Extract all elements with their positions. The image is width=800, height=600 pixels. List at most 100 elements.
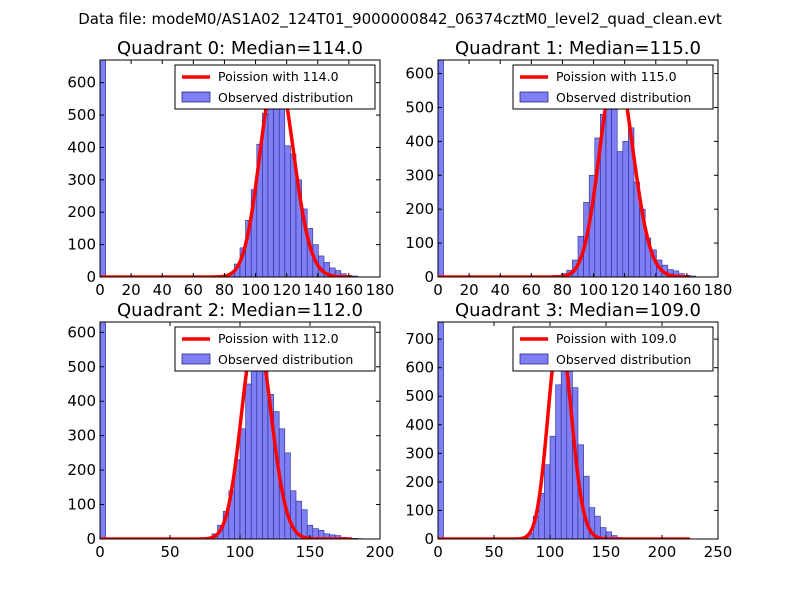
histogram-bar bbox=[438, 60, 444, 277]
x-tick-label: 120 bbox=[610, 281, 639, 299]
x-tick-label: 140 bbox=[641, 281, 670, 299]
panel-title: Quadrant 3: Median=109.0 bbox=[455, 300, 701, 321]
x-tick-label: 160 bbox=[335, 281, 364, 299]
x-tick-label: 200 bbox=[648, 543, 677, 561]
histogram-bar bbox=[616, 151, 624, 277]
histogram-bar bbox=[100, 60, 106, 277]
x-tick-label: 60 bbox=[522, 281, 541, 299]
y-tick-label: 500 bbox=[405, 98, 434, 116]
y-tick-label: 100 bbox=[405, 234, 434, 252]
y-tick-label: 600 bbox=[67, 323, 96, 341]
histogram-bar bbox=[555, 384, 562, 539]
quadrant-3-panel: 0 50 100 150 200 250 0 100 200 300 400 500 600 700 Qua… bbox=[405, 300, 732, 561]
panel-title: Quadrant 2: Median=112.0 bbox=[117, 300, 363, 321]
y-tick-label: 600 bbox=[405, 65, 434, 83]
x-tick-label: 250 bbox=[704, 543, 733, 561]
x-tick-label: 0 bbox=[95, 281, 105, 299]
quadrant-1-panel: 0 20 40 60 80 100 120 140 160 1800100200300400500… bbox=[405, 38, 732, 299]
y-tick-label: 300 bbox=[405, 166, 434, 184]
histogram-bar bbox=[438, 322, 444, 539]
histogram-bar bbox=[611, 100, 618, 277]
legend: Poission with 115.0 Observed distribution bbox=[512, 64, 714, 110]
y-tick-label: 400 bbox=[405, 132, 434, 150]
panel-title: Quadrant 1: Median=115.0 bbox=[455, 38, 701, 59]
histogram-bars bbox=[438, 60, 696, 277]
x-tick-label: 20 bbox=[122, 281, 141, 299]
histogram-bar bbox=[100, 322, 106, 539]
quadrant-2-panel: 0 50 100 150 200 0 100 200 300 400 500 600 Quadrant … bbox=[67, 300, 394, 561]
x-tick-label: 160 bbox=[673, 281, 702, 299]
y-tick-label: 0 bbox=[86, 530, 96, 548]
legend-line-label: Poission with 109.0 bbox=[556, 331, 677, 346]
histogram-bar bbox=[256, 369, 263, 539]
x-tick-label: 40 bbox=[153, 281, 172, 299]
y-tick-label: 400 bbox=[67, 138, 96, 156]
y-tick-label: 300 bbox=[67, 171, 96, 189]
histogram-bar bbox=[250, 359, 258, 539]
y-tick-label: 200 bbox=[67, 461, 96, 479]
axes-frame bbox=[437, 321, 719, 540]
histogram-bar bbox=[245, 383, 252, 539]
x-tick-label: 50 bbox=[160, 543, 179, 561]
x-tick-label: 120 bbox=[272, 281, 301, 299]
y-tick-label: 100 bbox=[405, 501, 434, 519]
y-tick-label: 0 bbox=[86, 268, 96, 286]
legend-bar-swatch bbox=[181, 353, 211, 365]
y-tick-label: 100 bbox=[67, 496, 96, 514]
legend: Poission with 109.0 Observed distribution bbox=[512, 326, 714, 372]
histogram-bar bbox=[284, 145, 291, 277]
x-tick-label: 100 bbox=[579, 281, 608, 299]
x-tick-label: 140 bbox=[303, 281, 332, 299]
legend-bar-swatch bbox=[181, 91, 211, 103]
legend-bar-swatch bbox=[519, 353, 549, 365]
legend-bar-label: Observed distribution bbox=[218, 352, 353, 367]
x-tick-label: 100 bbox=[226, 543, 255, 561]
legend-line-label: Poission with 115.0 bbox=[556, 69, 677, 84]
legend-line-label: Poission with 114.0 bbox=[218, 69, 339, 84]
histogram-bar bbox=[689, 275, 696, 277]
figure-title: Data file: modeM0/AS1A02_124T01_90000008… bbox=[78, 10, 722, 29]
x-tick-label: 150 bbox=[296, 543, 325, 561]
histogram-bar bbox=[239, 428, 246, 539]
x-tick-label: 20 bbox=[460, 281, 479, 299]
x-tick-label: 0 bbox=[433, 281, 443, 299]
legend-line-label: Poission with 112.0 bbox=[218, 331, 339, 346]
x-tick-label: 80 bbox=[553, 281, 572, 299]
histogram-bar bbox=[622, 141, 629, 277]
x-tick-label: 40 bbox=[491, 281, 510, 299]
legend: Poission with 114.0 Observed distribution bbox=[174, 64, 376, 110]
histogram-bar bbox=[301, 509, 308, 539]
histogram-bar bbox=[549, 435, 556, 539]
histogram-bar bbox=[278, 108, 286, 277]
y-tick-label: 200 bbox=[67, 203, 96, 221]
y-tick-label: 0 bbox=[424, 268, 434, 286]
y-tick-label: 0 bbox=[424, 530, 434, 548]
x-tick-label: 0 bbox=[95, 543, 105, 561]
y-tick-label: 700 bbox=[405, 330, 434, 348]
y-tick-label: 600 bbox=[67, 74, 96, 92]
y-tick-label: 400 bbox=[67, 392, 96, 410]
y-tick-label: 100 bbox=[67, 236, 96, 254]
x-tick-label: 100 bbox=[536, 543, 565, 561]
panel-title: Quadrant 0: Median=114.0 bbox=[117, 38, 363, 59]
y-tick-label: 500 bbox=[67, 358, 96, 376]
y-tick-label: 400 bbox=[405, 416, 434, 434]
x-tick-label: 150 bbox=[592, 543, 621, 561]
legend: Poission with 112.0 Observed distribution bbox=[174, 326, 376, 372]
legend-bar-label: Observed distribution bbox=[556, 90, 691, 105]
x-tick-label: 60 bbox=[184, 281, 203, 299]
x-tick-label: 50 bbox=[484, 543, 503, 561]
axes-frame bbox=[437, 59, 719, 278]
y-tick-label: 500 bbox=[405, 387, 434, 405]
poisson-fit-line bbox=[438, 66, 690, 277]
histogram-bar bbox=[284, 452, 291, 539]
quadrant-0-panel: 0 20 40 60 80 100 120 140 160 1800100200300400500… bbox=[67, 38, 394, 299]
y-tick-label: 300 bbox=[67, 427, 96, 445]
y-tick-label: 500 bbox=[67, 106, 96, 124]
y-tick-label: 200 bbox=[405, 473, 434, 491]
histogram-bar bbox=[544, 464, 551, 539]
y-tick-label: 600 bbox=[405, 359, 434, 377]
legend-bar-swatch bbox=[519, 91, 549, 103]
x-tick-label: 200 bbox=[366, 543, 395, 561]
